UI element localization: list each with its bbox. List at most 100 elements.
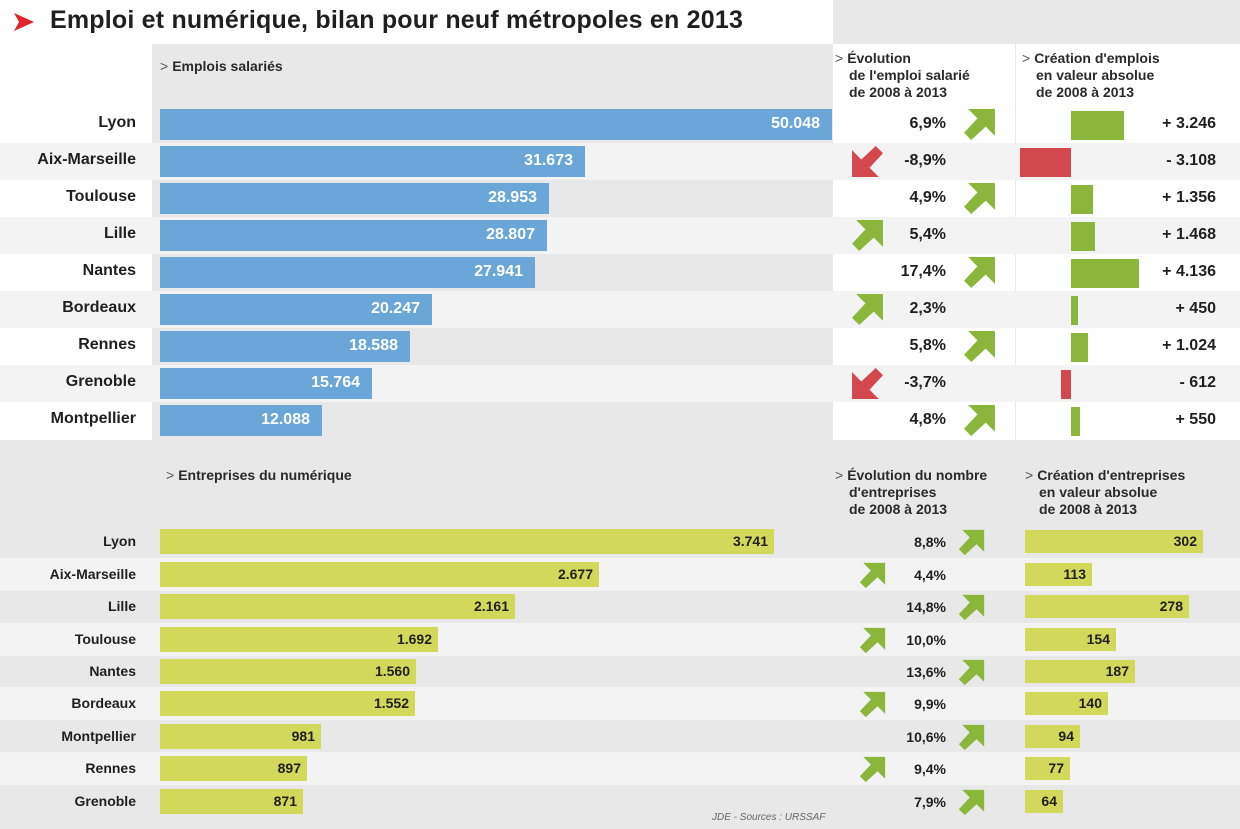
arrow-down-icon (852, 368, 883, 399)
city-label: Nantes (89, 663, 136, 679)
creation-bar-rennes (1071, 333, 1088, 362)
city-label: Aix-Marseille (49, 566, 136, 582)
evolution-value: 10,6% (906, 729, 946, 745)
arrow-up-icon (859, 691, 886, 718)
creation-bar-lille (1071, 222, 1095, 251)
header-line: en valeur absolue (1036, 67, 1155, 83)
evolution-value: 10,0% (906, 632, 946, 648)
header-marker: > (1022, 50, 1031, 66)
creation-bar-bordeaux (1071, 296, 1078, 325)
arrow-up-icon (958, 659, 985, 686)
evolution-value: 9,9% (914, 696, 946, 712)
chevron-right-icon (14, 13, 34, 31)
creation-value: - 3.108 (1166, 152, 1216, 169)
creation-bar-toulouse (1025, 628, 1116, 651)
city-label: Toulouse (66, 188, 136, 205)
evolution-value: 9,4% (914, 761, 946, 777)
digital-creation-header: > Création d'entreprises en valeur absolue… (1025, 467, 1185, 518)
header-line: en valeur absolue (1039, 484, 1158, 500)
evolution-value: 14,8% (906, 599, 946, 615)
digital-evolution-header: > Évolution du nombre d'entreprises de 2008… (835, 467, 987, 518)
creation-bar-grenoble (1025, 790, 1063, 813)
evolution-value: 4,9% (909, 189, 946, 206)
city-label: Lyon (103, 533, 136, 549)
header-text: Création d'emplois (1034, 50, 1160, 66)
header-line: de l'emploi salarié (849, 67, 970, 83)
creation-value: + 550 (1175, 411, 1216, 428)
header-line: d'entreprises (849, 484, 937, 500)
creation-bar-toulouse (1071, 185, 1093, 214)
arrow-up-icon (852, 294, 883, 325)
creation-value: + 1.468 (1162, 226, 1216, 243)
arrow-up-icon (958, 529, 985, 556)
bar-value-label: 2.161 (473, 598, 509, 614)
arrow-up-icon (958, 724, 985, 751)
city-label: Grenoble (65, 373, 136, 390)
city-label: Aix-Marseille (37, 151, 136, 168)
bar-lyon (160, 109, 832, 140)
bar-value-label: 1.692 (396, 631, 432, 647)
city-label: Nantes (82, 262, 136, 279)
bar-lille (160, 220, 547, 251)
header-text: Entreprises du numérique (178, 467, 352, 483)
bar-aix-marseille (160, 562, 599, 587)
header-line: de 2008 à 2013 (1036, 84, 1135, 100)
creation-value: 64 (1041, 793, 1057, 809)
bar-bordeaux (160, 691, 415, 716)
bar-value-label: 31.673 (524, 152, 573, 169)
city-label: Lille (103, 225, 136, 242)
arrow-up-icon (859, 562, 886, 589)
creation-bar-nantes (1025, 660, 1135, 683)
bar-lille (160, 594, 515, 619)
city-label: Lille (107, 598, 136, 614)
bar-value-label: 50.048 (771, 115, 820, 132)
evolution-value: 7,9% (914, 794, 946, 810)
header-line: de 2008 à 2013 (849, 501, 948, 517)
arrow-up-icon (964, 183, 995, 214)
header-line: > Entreprises du numérique (166, 467, 352, 484)
bar-bordeaux (160, 294, 432, 325)
header-marker: > (835, 467, 844, 483)
creation-value: - 612 (1179, 374, 1216, 391)
creation-value: + 4.136 (1162, 263, 1216, 280)
arrow-up-icon (852, 220, 883, 251)
header-marker: > (835, 50, 844, 66)
creation-bar-nantes (1071, 259, 1139, 288)
creation-value: 187 (1105, 663, 1129, 679)
bar-value-label: 15.764 (311, 374, 360, 391)
creation-value: 94 (1058, 728, 1074, 744)
evolution-value: -8,9% (904, 152, 946, 169)
bar-value-label: 28.953 (488, 189, 537, 206)
bar-value-label: 981 (291, 728, 315, 744)
bar-value-label: 12.088 (261, 411, 310, 428)
city-label: Lyon (98, 114, 136, 131)
city-label: Grenoble (74, 793, 136, 809)
evolution-value: 6,9% (909, 115, 946, 132)
employment-header: > Emplois salariés (160, 58, 283, 75)
bar-value-label: 20.247 (371, 300, 420, 317)
bar-rennes (160, 756, 307, 781)
header-line: > Emplois salariés (160, 58, 283, 75)
creation-bar-montpellier (1071, 407, 1080, 436)
creation-value: + 1.356 (1162, 189, 1216, 206)
creation-value: 154 (1086, 631, 1110, 647)
creation-bar-bordeaux (1025, 692, 1108, 715)
evolution-value: 17,4% (900, 263, 946, 280)
evolution-value: 2,3% (909, 300, 946, 317)
creation-value: + 450 (1175, 300, 1216, 317)
city-label: Toulouse (74, 631, 136, 647)
bar-value-label: 897 (277, 760, 301, 776)
bar-value-label: 1.560 (374, 663, 410, 679)
city-label: Montpellier (61, 728, 136, 744)
bar-value-label: 27.941 (474, 263, 523, 280)
creation-bar-lille (1025, 595, 1189, 618)
creation-bar-aix-marseille (1020, 148, 1071, 177)
city-label: Montpellier (50, 410, 136, 427)
header-line: > Évolution (835, 50, 970, 67)
header-line: > Évolution du nombre (835, 467, 987, 484)
creation-value: 140 (1078, 695, 1102, 711)
creation-bar-grenoble (1061, 370, 1071, 399)
header-line: > Création d'entreprises (1025, 467, 1185, 484)
header-text: Évolution du nombre (847, 467, 988, 483)
employment-creation-header: > Création d'emplois en valeur absolue de 2… (1022, 50, 1160, 101)
